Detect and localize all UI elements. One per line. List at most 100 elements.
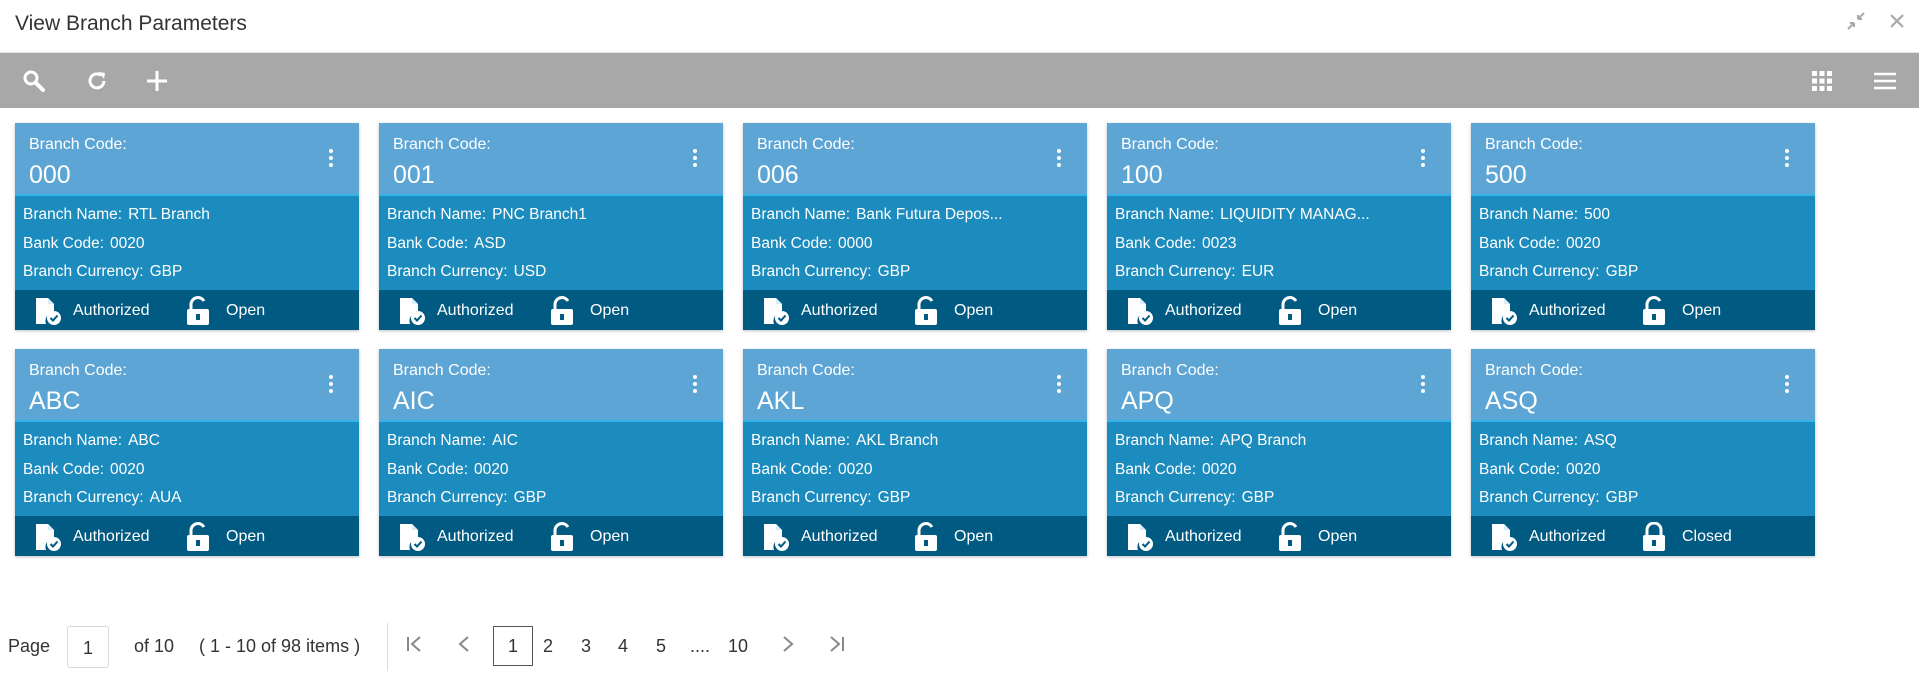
more-options-icon[interactable] [1049, 371, 1069, 397]
branch-card[interactable]: Branch Code: 001 Branch Name: PNC Branch1… [379, 123, 723, 330]
branch-card[interactable]: Branch Code: ASQ Branch Name: ASQ Bank Co… [1471, 349, 1815, 556]
branch-currency-label: Branch Currency: [23, 489, 144, 506]
bank-code-value: ASD [474, 234, 506, 252]
more-options-icon[interactable] [321, 145, 341, 171]
branch-code-value: 001 [393, 161, 435, 189]
more-options-icon[interactable] [1413, 371, 1433, 397]
branch-card[interactable]: Branch Code: APQ Branch Name: APQ Branch … [1107, 349, 1451, 556]
branch-card[interactable]: Branch Code: 006 Branch Name: Bank Futura… [743, 123, 1087, 330]
card-header: Branch Code: ASQ [1471, 349, 1815, 422]
branch-card-grid: Branch Code: 000 Branch Name: RTL Branch … [15, 123, 1815, 556]
branch-code-label: Branch Code: [393, 362, 491, 379]
next-page-icon[interactable] [781, 634, 795, 660]
card-footer: Authorized Open [1471, 290, 1815, 330]
authorization-status: Authorized [1529, 528, 1606, 545]
card-details: Branch Name: PNC Branch1 Bank Code: ASD Br… [387, 205, 587, 291]
lock-open-icon [185, 522, 211, 557]
authorized-icon [33, 296, 63, 331]
lock-open-icon [913, 522, 939, 557]
minimize-icon[interactable] [1843, 10, 1869, 36]
refresh-icon[interactable] [81, 65, 113, 97]
toolbar [0, 53, 1919, 108]
branch-name-label: Branch Name: [751, 432, 851, 449]
more-options-icon[interactable] [685, 145, 705, 171]
branch-card[interactable]: Branch Code: AKL Branch Name: AKL Branch … [743, 349, 1087, 556]
page-number-button[interactable]: 10 [728, 636, 749, 656]
record-status: Open [226, 528, 266, 545]
authorized-icon [761, 522, 791, 557]
card-details: Branch Name: ASQ Bank Code: 0020 Branch Cu… [1479, 431, 1638, 517]
branch-currency-value: GBP [877, 489, 911, 506]
card-header: Branch Code: ABC [15, 349, 359, 422]
card-footer: Authorized Open [743, 516, 1087, 556]
page-number-button[interactable]: 2 [543, 636, 554, 656]
page-number-input[interactable]: 1 [67, 626, 109, 668]
branch-name-value: AKL Branch [856, 432, 939, 449]
more-options-icon[interactable] [1413, 145, 1433, 171]
branch-card[interactable]: Branch Code: 500 Branch Name: 500 Bank Co… [1471, 123, 1815, 330]
card-footer: Authorized Open [15, 290, 359, 330]
more-options-icon[interactable] [1777, 371, 1797, 397]
bank-code-value: 0020 [1566, 460, 1601, 478]
branch-card[interactable]: Branch Code: 000 Branch Name: RTL Branch … [15, 123, 359, 330]
record-status: Open [1318, 302, 1358, 319]
authorized-icon [33, 522, 63, 557]
bank-code-value: 0020 [838, 460, 873, 478]
page-number-button[interactable]: 1 [493, 626, 533, 666]
bank-code-label: Bank Code: [1479, 460, 1560, 478]
authorization-status: Authorized [801, 528, 878, 545]
more-options-icon[interactable] [321, 371, 341, 397]
page-number-button[interactable]: 3 [581, 636, 592, 656]
more-options-icon[interactable] [1049, 145, 1069, 171]
authorization-status: Authorized [801, 302, 878, 319]
branch-name-value: AIC [492, 432, 518, 449]
last-page-icon[interactable] [828, 634, 846, 660]
bank-code-label: Bank Code: [23, 234, 104, 252]
close-icon[interactable] [1884, 10, 1910, 36]
authorization-status: Authorized [437, 528, 514, 545]
branch-code-value: 000 [29, 161, 71, 189]
authorization-status: Authorized [1165, 302, 1242, 319]
lock-open-icon [1277, 296, 1303, 331]
authorized-icon [1125, 296, 1155, 331]
branch-code-value: 006 [757, 161, 799, 189]
authorized-icon [397, 296, 427, 331]
branch-name-label: Branch Name: [1115, 432, 1215, 449]
branch-name-value: Bank Futura Depos... [856, 206, 1003, 223]
branch-currency-value: GBP [1605, 489, 1639, 506]
search-icon[interactable] [18, 65, 50, 97]
bank-code-label: Bank Code: [751, 460, 832, 478]
branch-code-label: Branch Code: [29, 136, 127, 153]
card-header: Branch Code: 500 [1471, 123, 1815, 196]
branch-name-label: Branch Name: [23, 206, 123, 223]
bank-code-label: Bank Code: [751, 234, 832, 252]
first-page-icon[interactable] [405, 634, 423, 660]
branch-card[interactable]: Branch Code: 100 Branch Name: LIQUIDITY M… [1107, 123, 1451, 330]
branch-currency-value: GBP [877, 263, 911, 280]
add-icon[interactable] [141, 65, 173, 97]
branch-currency-label: Branch Currency: [751, 263, 872, 280]
branch-name-value: ASQ [1584, 432, 1617, 449]
card-header: Branch Code: AKL [743, 349, 1087, 422]
branch-currency-label: Branch Currency: [751, 489, 872, 506]
record-status: Open [954, 302, 994, 319]
card-footer: Authorized Open [1107, 516, 1451, 556]
page-number-button[interactable]: 5 [656, 636, 667, 656]
list-view-icon[interactable] [1869, 65, 1901, 97]
bank-code-value: 0023 [1202, 234, 1237, 252]
branch-name-label: Branch Name: [1115, 206, 1215, 223]
branch-card[interactable]: Branch Code: ABC Branch Name: ABC Bank Co… [15, 349, 359, 556]
bank-code-label: Bank Code: [23, 460, 104, 478]
bank-code-label: Bank Code: [1479, 234, 1560, 252]
more-options-icon[interactable] [1777, 145, 1797, 171]
grid-view-icon[interactable] [1806, 65, 1838, 97]
previous-page-icon[interactable] [457, 634, 471, 660]
branch-card[interactable]: Branch Code: AIC Branch Name: AIC Bank Co… [379, 349, 723, 556]
record-status: Open [590, 302, 630, 319]
page-number-button[interactable]: 4 [618, 636, 629, 656]
record-status: Open [226, 302, 266, 319]
more-options-icon[interactable] [685, 371, 705, 397]
bank-code-value: 0020 [1202, 460, 1237, 478]
branch-currency-label: Branch Currency: [387, 489, 508, 506]
branch-currency-value: USD [513, 263, 547, 280]
